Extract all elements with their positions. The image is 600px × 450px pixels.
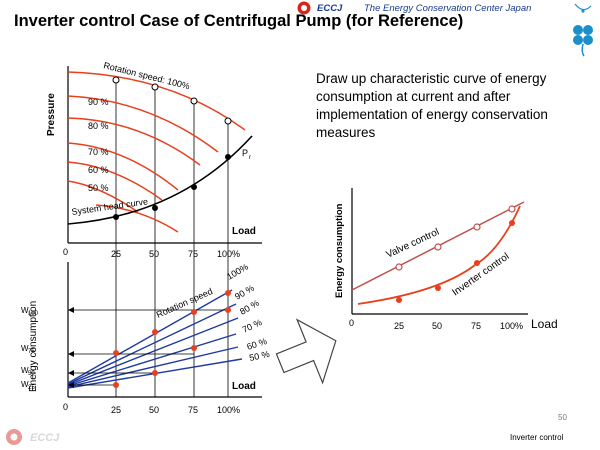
w75-subscript: 75	[28, 349, 35, 355]
page-number: 50	[558, 413, 567, 422]
speed-label-90: 90 %	[88, 97, 109, 107]
bottom-tick-100: 100%	[217, 405, 240, 415]
right-tick-100: 100%	[500, 321, 523, 331]
right-load-label: Load	[531, 317, 558, 331]
bottom-speed-label-80: 80 %	[238, 298, 261, 317]
pressure-axis-label: Pressure	[46, 93, 57, 136]
bottom-tick-25: 25	[111, 405, 121, 415]
point-pr-subscript: r	[249, 155, 251, 161]
header-logo-text: ECCJ	[317, 3, 343, 14]
speed-label-50: 50 %	[88, 183, 109, 193]
w75-label: W	[21, 344, 29, 353]
pressure-chart: Pressure Rotation speed: 100% 90 % 80 % …	[46, 60, 262, 259]
speed-label-80: 80 %	[88, 121, 109, 131]
bottom-speed-label-70: 70 %	[241, 317, 264, 335]
w100-label: W	[21, 306, 29, 315]
top-origin-label: 0	[63, 247, 68, 257]
footer-section-label: Inverter control	[510, 433, 564, 442]
right-origin-label: 0	[349, 318, 354, 328]
top-tick-50: 50	[149, 249, 159, 259]
energy-axis-label-right: Energy consumption	[334, 203, 345, 298]
bottom-load-label: Load	[232, 381, 256, 392]
right-tick-25: 25	[394, 321, 404, 331]
bottom-rotation-speed-label: Rotation speed	[155, 286, 214, 320]
organization-name: The Energy Conservation Center Japan	[364, 3, 532, 14]
right-tick-75: 75	[471, 321, 481, 331]
bottom-origin-label: 0	[63, 402, 68, 412]
w50-subscript: 50	[28, 371, 35, 377]
w25-label: W	[21, 380, 29, 389]
top-tick-100: 100%	[217, 249, 240, 259]
w100-subscript: 100	[28, 311, 39, 317]
system-head-curve-label: System head curve	[71, 196, 149, 217]
eccj-footer-logo-icon	[6, 429, 22, 445]
speed-label-60: 60 %	[88, 165, 109, 175]
description-text: Draw up characteristic curve of energy c…	[316, 71, 548, 140]
valve-control-label: Valve control	[385, 227, 441, 261]
top-load-label: Load	[232, 226, 256, 237]
top-tick-75: 75	[188, 249, 198, 259]
bottom-speed-label-50: 50 %	[248, 349, 270, 363]
page-title: Inverter control Case of Centrifugal Pum…	[14, 12, 464, 30]
clover-logo-icon	[573, 3, 593, 57]
right-tick-50: 50	[432, 321, 442, 331]
bottom-speed-label-100: 100%	[225, 262, 250, 282]
comparison-chart: Energy consumption Valve control Inverte…	[334, 188, 558, 331]
eccj-logo-icon	[297, 1, 311, 15]
energy-axis-label-left: Energy consumption	[28, 301, 39, 392]
speed-label-70: 70 %	[88, 147, 109, 157]
energy-consumption-chart: Energy consumption W 100 W 75 W 50 W 25 …	[21, 243, 270, 415]
arrow-right-icon	[275, 318, 337, 385]
w50-label: W	[21, 366, 29, 375]
point-pr-label: P	[242, 148, 248, 158]
w25-subscript: 25	[28, 385, 35, 391]
footer-logo-text: ECCJ	[30, 432, 60, 444]
bottom-tick-75: 75	[188, 405, 198, 415]
bottom-tick-50: 50	[149, 405, 159, 415]
